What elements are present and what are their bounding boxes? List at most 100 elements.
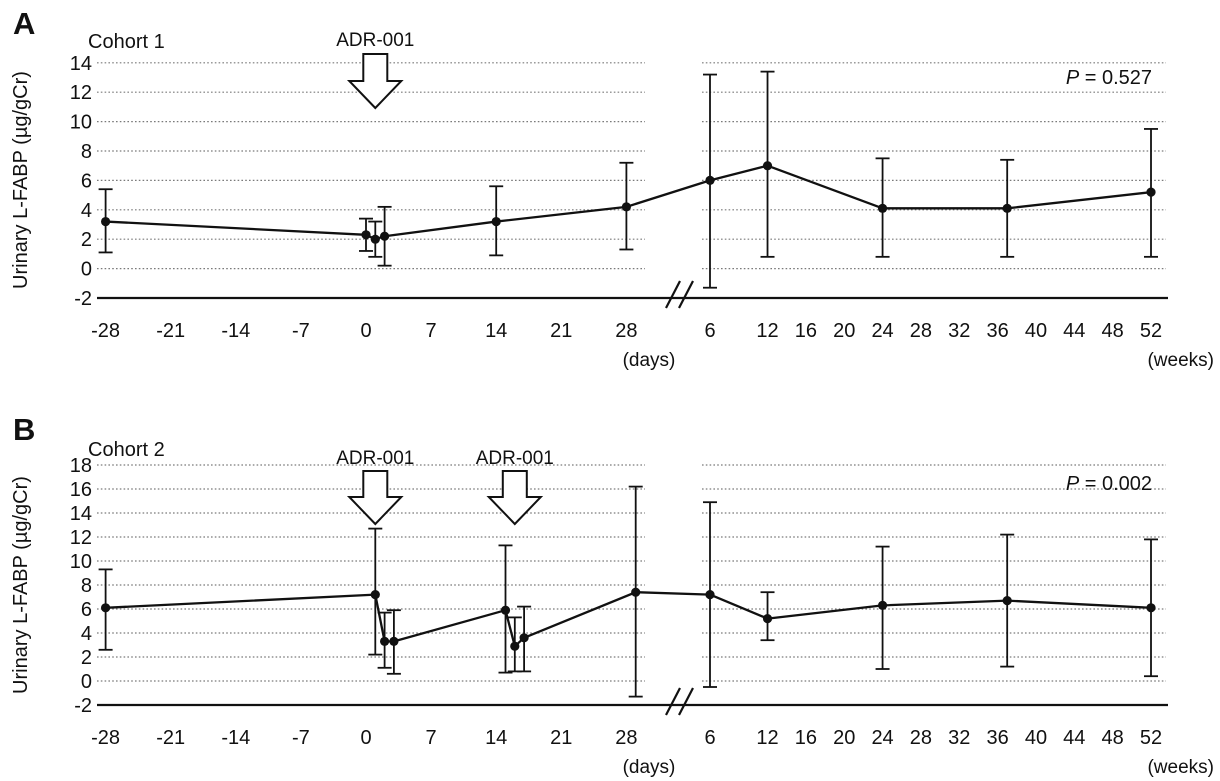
x-tick-label-weeks: 16 [795,727,817,749]
p-value-label: P = 0.527 [1066,67,1152,89]
data-point [1002,203,1012,213]
data-point [491,216,501,227]
y-tick-label: 16 [70,479,92,501]
data-point [1146,187,1156,197]
x-tick-label-weeks: 16 [795,320,817,342]
data-point [361,230,371,240]
x-tick-label-days: -21 [156,727,185,749]
y-tick-label: -2 [74,288,92,310]
series-line [104,591,1153,648]
x-tick-label-weeks: 32 [948,320,970,342]
axis-break-slash-icon [665,687,681,716]
weeks-unit-label: (weeks) [1147,350,1214,371]
x-tick-label-days: 0 [360,727,371,749]
axis-break-slash-icon [678,280,694,309]
series-line [104,164,1153,241]
adr-annotation-label-1: ADR-001 [476,448,554,469]
x-tick-label-days: 14 [485,727,507,749]
data-point [621,202,632,212]
x-tick-label-weeks: 6 [704,320,715,342]
x-tick-label-weeks: 6 [704,727,715,749]
data-point [370,234,380,244]
panel-A: A ADR-001 14 12 10 8 6 4 2 0 -2 -28 -21 -14 -7 0 7 14 21 2… [0,0,1220,390]
panel-B: B ADR-001 ADR-001 18 16 14 12 10 8 6 4 2 0 -2 -28 -21-… [0,390,1220,781]
x-tick-label-weeks: 28 [910,727,932,749]
data-point [877,600,888,610]
p-value-label: P = 0.002 [1066,473,1152,495]
panel-letter-A: A [13,6,36,41]
y-tick-label: 14 [70,53,92,75]
y-tick-label: 6 [81,170,92,192]
y-tick-label: 8 [81,141,92,163]
x-tick-label-weeks: 12 [756,320,778,342]
data-point [762,161,773,171]
x-tick-label-days: 14 [485,320,507,342]
x-tick-label-weeks: 24 [871,727,893,749]
x-tick-label-weeks: 40 [1025,320,1047,342]
y-tick-label: -2 [74,695,92,717]
y-tick-label: 0 [81,671,92,693]
x-tick-label-days: 21 [550,320,572,342]
data-point [705,590,715,600]
y-tick-label: 4 [81,623,92,645]
adr-dose-arrow-icon [346,53,404,110]
data-point [705,175,715,185]
axis-break-slash-icon [678,687,694,716]
data-point [389,636,399,646]
x-tick-label-days: -21 [156,320,185,342]
x-tick-label-weeks: 36 [986,320,1008,342]
data-point [370,590,380,600]
x-tick-label-days: -14 [221,320,250,342]
data-point [519,633,529,643]
adr-annotation-label-0: ADR-001 [336,448,414,469]
x-tick-label-weeks: 52 [1140,727,1162,749]
y-tick-label: 10 [70,112,92,134]
weeks-unit-label: (weeks) [1147,757,1214,778]
data-point [500,605,511,615]
y-tick-label: 2 [81,229,92,251]
data-point [380,231,390,241]
x-tick-label-days: 21 [550,727,572,749]
x-tick-label-weeks: 28 [910,320,932,342]
data-point [101,603,111,613]
x-tick-label-days: -7 [292,320,310,342]
data-point [510,641,520,651]
data-point [762,614,773,624]
x-tick-label-days: 7 [426,727,437,749]
x-tick-label-weeks: 44 [1063,320,1085,342]
x-tick-label-weeks: 20 [833,727,855,749]
x-tick-label-days: -28 [91,320,120,342]
x-tick-label-days: 0 [360,320,371,342]
y-tick-label: 6 [81,599,92,621]
adr-dose-arrow-icon [346,470,404,526]
cohort-title: Cohort 2 [88,439,165,461]
x-tick-label-days: 7 [426,320,437,342]
x-tick-label-days: -7 [292,727,310,749]
y-axis-title: Urinary L-FABP (µg/gCr) [10,476,32,694]
x-tick-label-days: -14 [221,727,250,749]
adr-annotation-label-0: ADR-001 [336,30,414,51]
y-tick-label: 12 [70,82,92,104]
days-unit-label: (days) [623,350,676,371]
x-tick-label-days: -28 [91,727,120,749]
x-tick-label-days: 28 [615,320,637,342]
data-point [1146,603,1156,613]
y-tick-label: 4 [81,200,92,222]
x-tick-label-weeks: 52 [1140,320,1162,342]
x-tick-label-weeks: 12 [756,727,778,749]
x-tick-label-weeks: 20 [833,320,855,342]
x-tick-label-weeks: 48 [1102,727,1124,749]
y-tick-label: 12 [70,527,92,549]
data-point [877,203,888,213]
x-tick-label-weeks: 36 [986,727,1008,749]
data-point [380,636,390,646]
x-tick-label-weeks: 32 [948,727,970,749]
axis-break-slash-icon [665,280,681,309]
y-tick-label: 14 [70,503,92,525]
x-tick-label-weeks: 44 [1063,727,1085,749]
cohort1-chart: ADR-001 14 12 10 8 6 4 20 -2 -28 -21 -14 -7 0 7 14 21 28 6… [10,30,1214,371]
y-axis-title: Urinary L-FABP (µg/gCr) [10,71,32,289]
cohort-title: Cohort 1 [88,31,165,53]
